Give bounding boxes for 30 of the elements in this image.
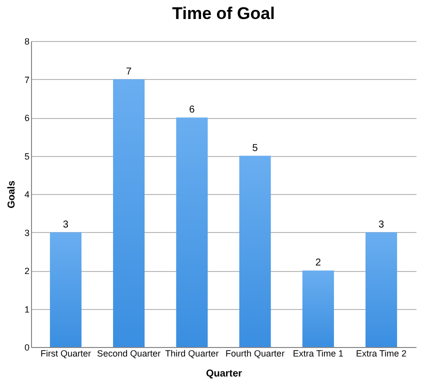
x-tick-label: Fourth Quarter bbox=[226, 348, 285, 358]
y-tick-label: 1 bbox=[24, 304, 30, 314]
x-axis-title: Quarter bbox=[206, 368, 242, 380]
y-tick-label: 2 bbox=[24, 266, 30, 276]
bar bbox=[366, 232, 398, 347]
data-label: 5 bbox=[252, 142, 258, 154]
data-label: 6 bbox=[189, 104, 196, 116]
x-tick-label: Third Quarter bbox=[165, 348, 219, 358]
x-tick-label: Extra Time 2 bbox=[356, 348, 407, 358]
y-tick-label: 3 bbox=[24, 228, 30, 238]
y-tick-label: 7 bbox=[24, 74, 30, 85]
x-tick-label: Extra Time 1 bbox=[292, 348, 344, 358]
y-tick-label: 6 bbox=[24, 113, 30, 123]
x-tick-label: First Quarter bbox=[40, 348, 91, 358]
bar bbox=[50, 232, 82, 347]
bar bbox=[113, 79, 145, 347]
data-label: 2 bbox=[315, 258, 322, 268]
y-tick-label: 4 bbox=[24, 190, 30, 200]
y-tick-label: 8 bbox=[24, 36, 30, 46]
y-axis-title: Goals bbox=[6, 180, 18, 208]
data-label: 3 bbox=[62, 219, 69, 230]
data-label: 7 bbox=[126, 66, 132, 78]
bar bbox=[239, 156, 271, 347]
y-tick-label: 0 bbox=[24, 342, 30, 352]
chart-title: Time of Goal bbox=[172, 4, 275, 23]
bar bbox=[302, 270, 334, 347]
y-tick-label: 5 bbox=[24, 151, 30, 162]
data-label: 3 bbox=[378, 219, 385, 230]
x-tick-label: Second Quarter bbox=[97, 348, 161, 358]
bar bbox=[176, 118, 208, 347]
